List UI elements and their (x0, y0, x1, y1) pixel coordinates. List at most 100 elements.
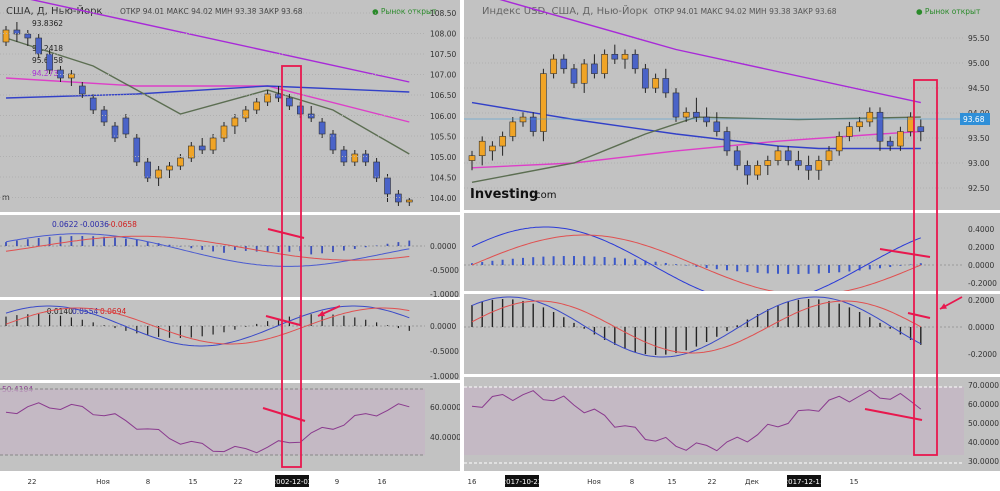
candle-body (591, 63, 598, 74)
price-axis-label: 105.50 (430, 132, 456, 141)
candle-body (815, 160, 823, 171)
candle-body (2, 29, 10, 43)
left-ma-value-2: 93.2418 (32, 44, 63, 53)
candle-body (866, 111, 874, 123)
moving-average-green (5, 37, 410, 155)
date-axis-label: Дек (745, 478, 759, 486)
date-axis-label: 15 (189, 478, 198, 486)
candle-body (318, 121, 326, 135)
candle-body (79, 85, 86, 95)
candle-body (693, 111, 700, 118)
candle-body (373, 161, 380, 179)
rsi-axis-label: 40.0000 (430, 433, 460, 442)
candle-body (231, 117, 239, 127)
candle-body (621, 53, 629, 60)
candle-body (519, 116, 527, 123)
candle-body (570, 68, 578, 84)
candle-body (13, 29, 21, 35)
rsi-axis-label: 50.0000 (968, 419, 999, 428)
rsi-axis-label: 40.0000 (968, 438, 999, 447)
candle-body (188, 145, 195, 159)
candle-body (580, 63, 588, 84)
candle-body (362, 153, 370, 163)
price-axis-label: 95.00 (968, 59, 990, 68)
candle-body (897, 131, 904, 147)
candle-body (876, 111, 884, 142)
candle-body (307, 113, 315, 119)
osc-axis-label: 0.2000 (968, 296, 994, 305)
signal-line2 (5, 307, 410, 345)
right-price-panel[interactable]: Индекс USD, США, Д, Нью-Йорк ОТКР 94.01 … (464, 0, 1000, 210)
candle-body (100, 109, 108, 123)
candle-body (166, 165, 173, 171)
date-axis-label: Ноя (96, 478, 110, 486)
date-axis-label: 16 (378, 478, 387, 486)
rsi-band (464, 387, 964, 455)
candle-body (540, 73, 547, 132)
left-osc-value-1: -0.0140 (44, 307, 73, 316)
candle-body (856, 121, 863, 128)
left-macd-value-1: 0.0622 (52, 220, 78, 229)
candle-body (744, 165, 751, 176)
rsi-axis-label: 30.0000 (968, 457, 999, 466)
moving-average-green (471, 116, 921, 183)
signal-line2 (471, 300, 922, 354)
last-price-tag (960, 113, 990, 125)
price-axis-label: 95.50 (968, 34, 990, 43)
left-ohlc: ОТКР 94.01 МАКС 94.02 МИН 93.38 ЗАКР 93.… (120, 7, 303, 16)
candle-body (220, 125, 228, 139)
candle-body (886, 140, 894, 147)
left-price-panel[interactable]: США, Д, Нью-Йорк ОТКР 94.01 МАКС 94.02 М… (0, 0, 460, 212)
candle-body (111, 125, 119, 139)
signal-line1 (471, 296, 922, 358)
candle-body (177, 157, 184, 167)
signal-line1 (5, 233, 410, 267)
macd-axis-label: 0.0000 (430, 242, 456, 251)
left-date-axis: 22 Ноя 8 15 22 2002-12-02 9 16 (0, 472, 460, 487)
date-axis-label: 16 (468, 478, 477, 486)
candle-body (351, 153, 359, 163)
candle-body (499, 136, 506, 147)
right-date-axis: 16 2017-10-23 Ноя 8 15 22 Дек 2017-12-11 15 (464, 472, 1000, 487)
candle-body (286, 97, 293, 107)
macd-axis-label: -0.2000 (968, 279, 997, 288)
candle-body (550, 58, 557, 74)
left-oscillator-panel[interactable]: -0.0140 0.0554 0.0694 0.0000 -0.5000 -1.00… (0, 300, 460, 381)
candle-body (723, 131, 731, 152)
date-axis-label: 9 (335, 478, 339, 486)
candle-body (198, 145, 206, 151)
rsi-band (0, 389, 425, 455)
rsi-line (471, 389, 922, 452)
candle-body (795, 160, 802, 166)
candle-body (405, 199, 413, 203)
price-axis-label: 94.50 (968, 84, 990, 93)
right-oscillator-panel[interactable]: 0.2000 0.0000 -0.2000 (464, 294, 1000, 374)
candle-body (329, 133, 337, 151)
candle-body (754, 165, 761, 176)
candle-body (489, 145, 496, 152)
candle-body (46, 53, 53, 71)
candle-body (917, 126, 925, 132)
left-macd-panel[interactable]: 0.0622 -0.0036 -0.0658 0.0000 -0.5000 -1.0… (0, 215, 460, 299)
macd-axis-label: 0.4000 (968, 225, 994, 234)
moving-average-purple (499, 0, 921, 104)
price-axis-label: 107.50 (430, 50, 456, 59)
price-axis-label: 107.00 (430, 71, 456, 80)
right-rsi-panel[interactable]: 70.0000 60.0000 50.0000 40.0000 30.0000 (464, 377, 1000, 471)
price-axis-label: 108.00 (430, 30, 456, 39)
date-axis-label: 2002-12-02 (272, 478, 313, 486)
price-axis-label: 93.00 (968, 159, 990, 168)
candle-body (253, 101, 260, 111)
macd-axis-label: 0.0000 (968, 261, 994, 270)
candle-body (242, 109, 250, 119)
price-axis-label: 93.50 (968, 134, 990, 143)
date-axis-label: 22 (708, 478, 717, 486)
candle-body (395, 193, 402, 203)
left-header: США, Д, Нью-Йорк (6, 4, 102, 17)
osc-axis-label: 0.0000 (968, 323, 994, 332)
date-axis-label: 2017-10-23 (502, 478, 543, 486)
osc-axis-label: -1.0000 (430, 372, 459, 380)
candle-body (144, 161, 151, 179)
right-macd-panel[interactable]: 0.4000 0.2000 0.0000 -0.2000 (464, 213, 1000, 304)
